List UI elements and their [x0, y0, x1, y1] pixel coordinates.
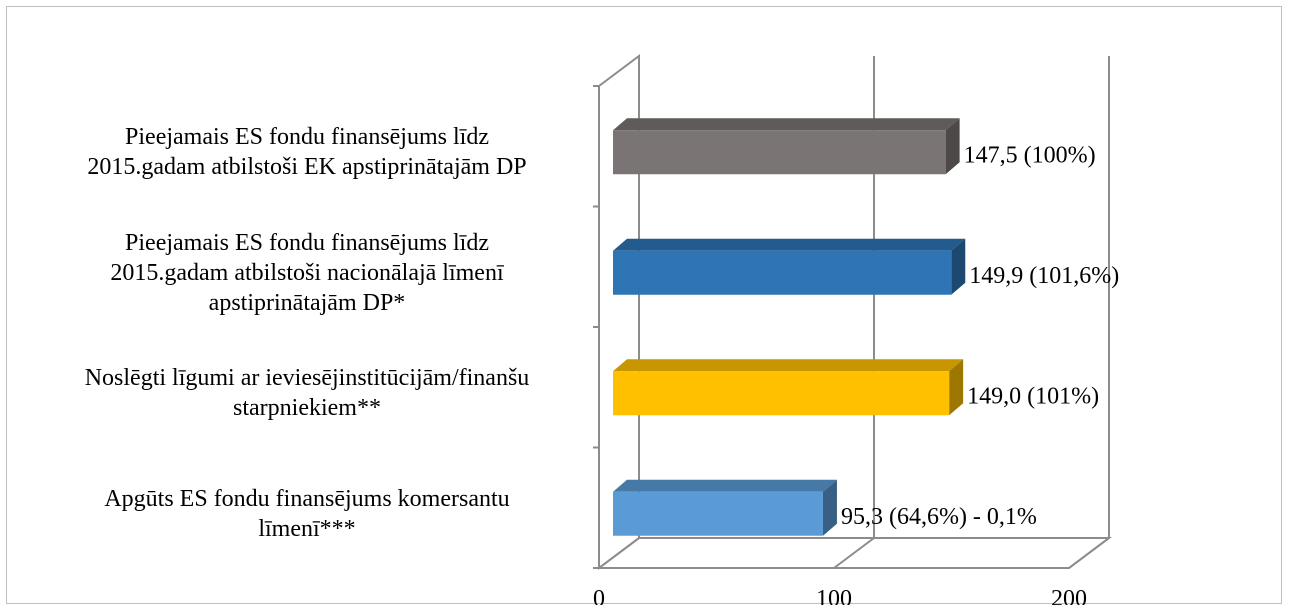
category-label-2: Noslēgti līgumi ar ieviesējinstitūcijām/…	[47, 363, 567, 423]
category-label-line: Pieejamais ES fondu finansējums līdz	[125, 124, 489, 151]
bar-3	[613, 491, 823, 536]
bar-top-0	[613, 118, 960, 131]
bar-2	[613, 371, 950, 416]
category-label-0: Pieejamais ES fondu finansējums līdz 2015…	[47, 122, 567, 182]
category-label-line: Pieejamais ES fondu finansējums līdz	[125, 229, 489, 256]
category-label-3: Apgūts ES fondu finansējums komersantu lī…	[47, 484, 567, 544]
bar-top-2	[613, 359, 964, 372]
category-label-line: līmenī***	[258, 515, 356, 542]
bar-side-3	[822, 479, 837, 536]
x-tick-label-0: 0	[593, 586, 605, 605]
bar-0	[613, 130, 946, 175]
bar-1	[613, 250, 952, 295]
floor-line-100	[833, 537, 875, 569]
bar-side-1	[951, 238, 966, 295]
data-label-1: 149,9 (101,6%)	[969, 263, 1119, 289]
data-label-0: 147,5 (100%)	[964, 142, 1096, 168]
chart-frame: Pieejamais ES fondu finansējums līdz 2015…	[6, 6, 1282, 605]
bar-top-3	[613, 479, 837, 492]
category-label-line: 2015.gadam atbilstoši EK apstiprinātajām…	[87, 154, 527, 181]
x-tick-label-100: 100	[816, 586, 852, 605]
category-label-line: Noslēgti līgumi ar ieviesējinstitūcijām/…	[84, 365, 530, 392]
data-label-3: 95,3 (64,6%) - 0,1%	[841, 504, 1037, 530]
category-label-1: Pieejamais ES fondu finansējums līdz 2015…	[47, 228, 567, 318]
category-label-line: starpniekiem**	[233, 395, 381, 422]
category-label-line: Apgūts ES fondu finansējums komersantu	[104, 485, 510, 512]
category-label-line: 2015.gadam atbilstoši nacionālajā līmenī	[110, 259, 504, 286]
category-label-line: apstiprinātajām DP*	[208, 289, 406, 316]
bar-side-2	[949, 359, 964, 416]
x-tick-label-200: 200	[1051, 586, 1087, 605]
floor-line-200	[1068, 537, 1110, 569]
data-label-2: 149,0 (101%)	[967, 383, 1099, 409]
bar-top-1	[613, 238, 966, 251]
bar-chart: 0 100 200 147,5 (100%) 149,9 (101,6%) 149,0 (…	[593, 54, 1119, 605]
bar-side-0	[945, 118, 960, 175]
